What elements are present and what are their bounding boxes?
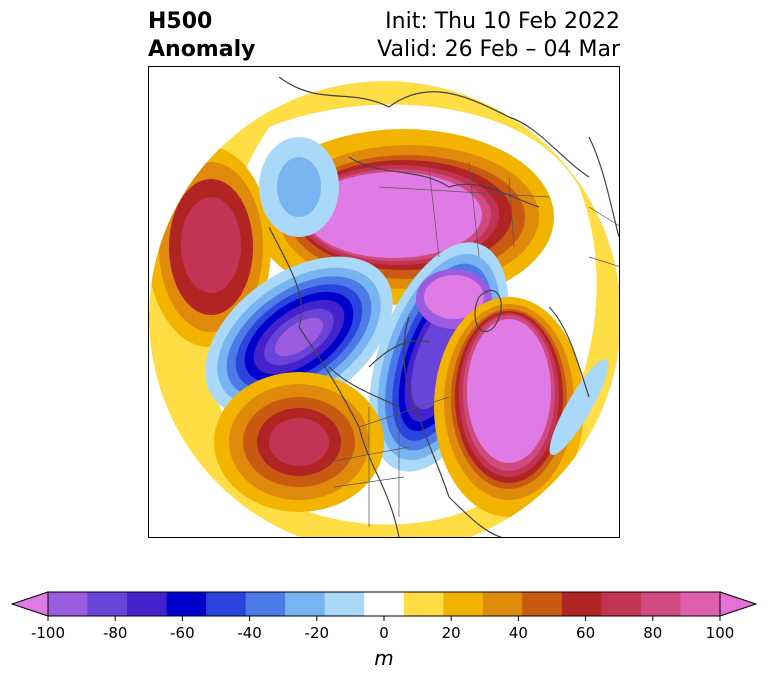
anomaly-high-atlantic (434, 297, 584, 517)
colorbar-tick-label: -20 (304, 624, 330, 642)
colorbar-tick-label: -40 (237, 624, 262, 642)
colorbar-bin (166, 592, 207, 616)
political-borders (328, 161, 619, 527)
anomaly-map (148, 66, 620, 538)
colorbar-bin (364, 592, 405, 616)
colorbar-bin (87, 592, 128, 616)
colorbar-tick-labels: -100 -80 -60 -40 -20 0 20 40 60 80 100 (0, 624, 768, 644)
colorbar-under-arrow (10, 591, 49, 617)
colorbar-bin (680, 592, 721, 616)
anomaly-high-usa (214, 372, 384, 512)
anomaly-fields (149, 81, 619, 537)
anomaly-low-alaska (205, 256, 393, 418)
colorbar-tick-label: 100 (705, 624, 735, 642)
title-line-2: Anomaly (148, 37, 256, 62)
colorbar-unit: m (374, 646, 394, 670)
colorbar-over-arrow (719, 591, 758, 617)
colorbar-bin (443, 592, 484, 616)
colorbar-bin (245, 592, 286, 616)
colorbar-bin (285, 592, 326, 616)
anomaly-map-svg (149, 76, 619, 537)
colorbar-bin (522, 592, 563, 616)
colorbar-bin (48, 592, 89, 616)
colorbar-tick-label: 40 (508, 624, 528, 642)
colorbar-bin (640, 592, 681, 616)
title-line-1: H500 (148, 9, 213, 34)
colorbar-bin (403, 592, 444, 616)
colorbar-tick-label: -60 (170, 624, 195, 642)
colorbar-tick-label: 0 (379, 624, 389, 642)
map-title: H500 Anomaly (148, 8, 255, 64)
colorbar (10, 591, 758, 621)
colorbar-tick-label: -80 (102, 624, 128, 642)
colorbar-tick-label: 80 (643, 624, 663, 642)
colorbar-bin (206, 592, 247, 616)
colorbar-tick-label: -100 (30, 624, 66, 642)
coastlines (268, 76, 619, 537)
colorbar-tick-label: 20 (441, 624, 461, 642)
colorbar-tick-label: 60 (576, 624, 596, 642)
colorbar-bin (127, 592, 168, 616)
valid-time: Valid: 26 Feb – 04 Mar (377, 37, 620, 62)
colorbar-bin (324, 592, 365, 616)
colorbar-bin (561, 592, 602, 616)
colorbar-bin (482, 592, 523, 616)
colorbar-bin (601, 592, 642, 616)
init-time: Init: Thu 10 Feb 2022 (385, 9, 620, 34)
forecast-times: Init: Thu 10 Feb 2022 Valid: 26 Feb – 04… (377, 8, 620, 64)
